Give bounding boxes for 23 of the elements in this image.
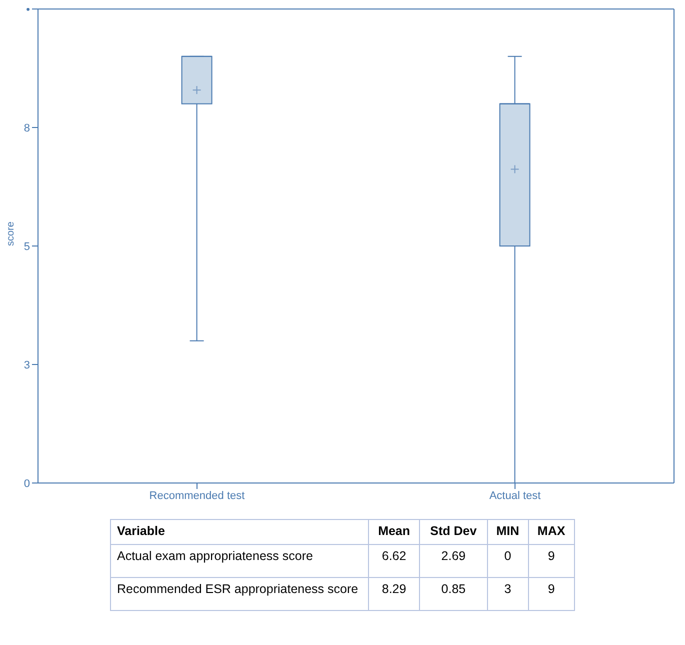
text: Std Dev	[420, 520, 488, 544]
text: 2.69	[420, 544, 488, 578]
text: 9	[528, 578, 574, 610]
text: 3	[487, 578, 528, 610]
text: Variable	[110, 520, 368, 544]
x-tick-label: Recommended test	[149, 490, 245, 502]
text: 6.62	[368, 544, 420, 578]
y-tick-label: 3	[24, 359, 30, 372]
x-tick-label: Actual test	[489, 490, 541, 502]
y-tick-label: 8	[24, 122, 30, 134]
y-tick-label: •	[26, 4, 30, 16]
text: Mean	[368, 520, 420, 544]
text: MIN	[487, 520, 528, 544]
y-tick-label: 0	[24, 478, 30, 490]
text: 0	[487, 544, 528, 578]
text: 0.85	[420, 578, 488, 610]
text: Actual exam appropriateness score	[110, 544, 368, 578]
text: 9	[528, 544, 574, 578]
y-tick-label: 5	[24, 240, 30, 253]
text: 8.29	[368, 578, 420, 610]
text: MAX	[528, 520, 574, 544]
y-axis-title: score	[6, 221, 17, 246]
text: Recommended ESR appropriateness score	[110, 578, 368, 610]
